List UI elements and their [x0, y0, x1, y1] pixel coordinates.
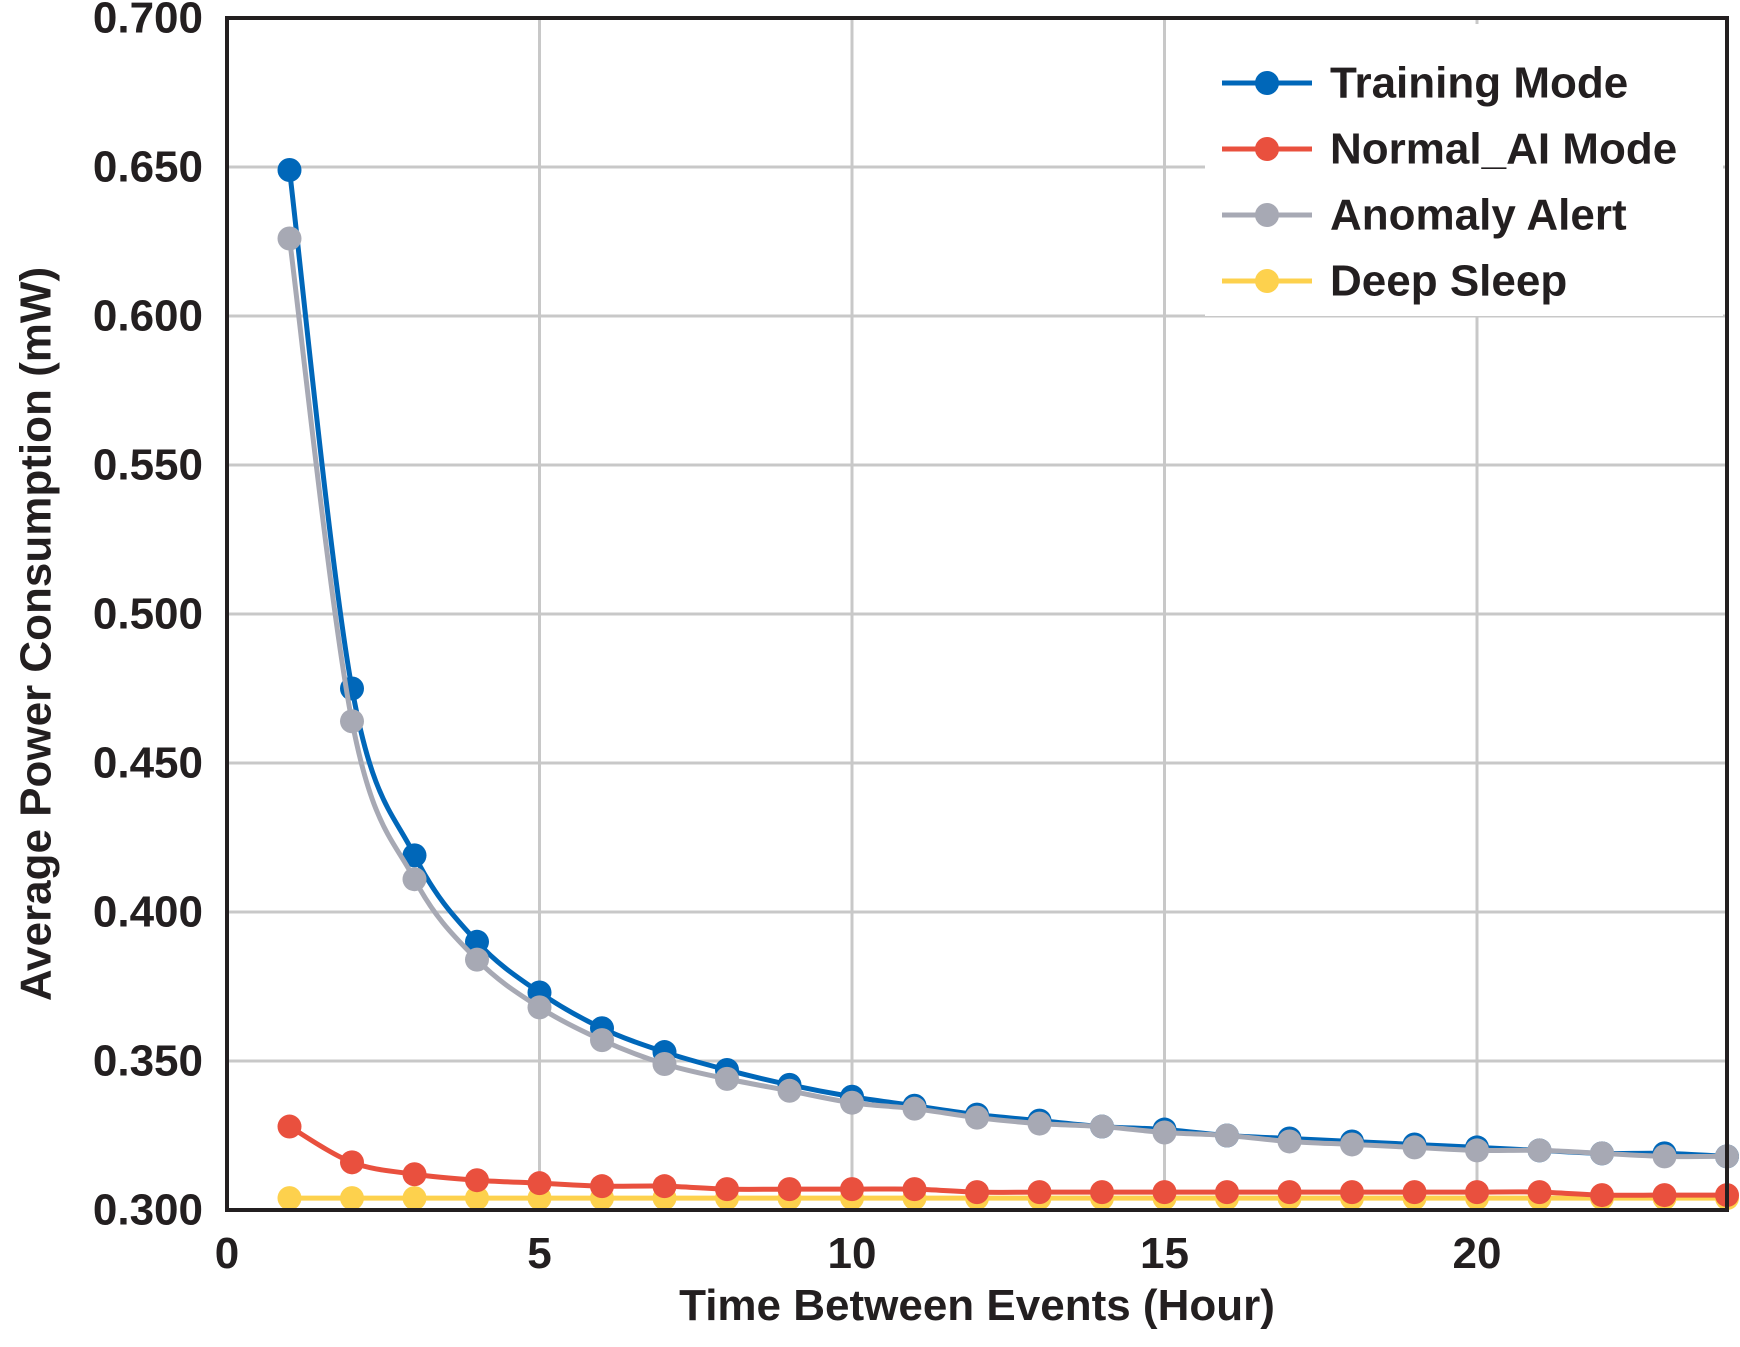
y-axis-title: Average Power Consumption (mW) [12, 267, 61, 1001]
data-point-normal-ai-mode [1090, 1180, 1114, 1205]
data-point-normal-ai-mode [465, 1168, 489, 1193]
data-point-anomaly-alert [1527, 1138, 1552, 1163]
data-point-normal-ai-mode [1590, 1183, 1614, 1208]
y-axis-tick-labels: 0.300 0.350 0.400 0.450 0.500 0.550 0.600 0.650… [93, 0, 203, 1235]
data-point-anomaly-alert [527, 995, 552, 1020]
y-tick-label: 0.650 [93, 143, 203, 192]
data-point-normal-ai-mode [715, 1177, 739, 1202]
series-lines [277, 157, 1739, 1211]
x-axis-tick-labels: 0 5 10 15 20 [215, 1229, 1502, 1278]
y-tick-label: 0.500 [93, 590, 203, 639]
legend-swatch-marker [1255, 137, 1279, 161]
data-point-deep-sleep [402, 1186, 427, 1211]
data-point-normal-ai-mode [1465, 1180, 1489, 1205]
legend-item-training-mode: Training Mode [1222, 59, 1628, 108]
y-tick-label: 0.400 [93, 888, 203, 937]
y-tick-label: 0.450 [93, 739, 203, 788]
legend-label: Anomaly Alert [1330, 191, 1627, 240]
y-tick-label: 0.300 [93, 1186, 203, 1235]
y-tick-label: 0.700 [93, 0, 203, 43]
data-point-anomaly-alert [840, 1090, 864, 1115]
data-point-anomaly-alert [715, 1066, 739, 1091]
data-point-deep-sleep [340, 1186, 364, 1211]
y-tick-label: 0.550 [93, 441, 203, 490]
data-point-anomaly-alert [590, 1028, 614, 1053]
series-line-normal-ai-mode [287, 1124, 1730, 1198]
data-point-normal-ai-mode [1340, 1180, 1364, 1205]
series-normal-ai-mode [277, 1114, 1739, 1208]
data-point-anomaly-alert [1090, 1114, 1114, 1139]
x-tick-label: 0 [215, 1229, 239, 1278]
legend-item-deep-sleep: Deep Sleep [1222, 257, 1567, 306]
series-anomaly-alert [277, 226, 1739, 1169]
data-point-anomaly-alert [1652, 1144, 1677, 1169]
data-point-normal-ai-mode [1027, 1180, 1052, 1205]
data-point-anomaly-alert [1027, 1111, 1052, 1136]
legend-background [1205, 24, 1723, 316]
data-point-normal-ai-mode [590, 1174, 614, 1199]
data-point-anomaly-alert [1402, 1135, 1427, 1160]
x-tick-label: 20 [1453, 1229, 1502, 1278]
data-point-anomaly-alert [402, 867, 427, 892]
series-line-training-mode [287, 167, 1730, 1159]
legend-label: Deep Sleep [1330, 257, 1567, 306]
data-point-normal-ai-mode [902, 1177, 927, 1202]
data-point-anomaly-alert [1152, 1120, 1177, 1145]
data-point-anomaly-alert [777, 1078, 802, 1103]
data-point-normal-ai-mode [840, 1177, 864, 1202]
legend: Training Mode Normal_AI Mode Anomaly Alert… [1205, 24, 1723, 316]
data-point-normal-ai-mode [340, 1150, 364, 1175]
data-point-normal-ai-mode [1215, 1180, 1239, 1205]
legend-swatch-marker [1255, 269, 1279, 293]
x-axis-title: Time Between Events (Hour) [679, 1281, 1275, 1330]
data-point-normal-ai-mode [777, 1177, 802, 1202]
plot-area-frame [225, 16, 1729, 1212]
data-point-anomaly-alert [902, 1096, 927, 1121]
data-point-training-mode [277, 157, 302, 182]
data-point-deep-sleep [277, 1186, 302, 1211]
x-tick-label: 15 [1140, 1229, 1189, 1278]
data-point-deep-sleep [465, 1186, 489, 1211]
data-point-normal-ai-mode [965, 1180, 989, 1205]
data-point-anomaly-alert [1590, 1141, 1614, 1166]
data-point-normal-ai-mode [1152, 1180, 1177, 1205]
data-point-normal-ai-mode [1652, 1183, 1677, 1208]
data-point-anomaly-alert [1215, 1123, 1239, 1148]
data-point-anomaly-alert [1465, 1138, 1489, 1163]
data-point-anomaly-alert [965, 1105, 989, 1130]
y-tick-label: 0.350 [93, 1037, 203, 1086]
series-line-anomaly-alert [287, 236, 1730, 1160]
legend-item-normal-ai-mode: Normal_AI Mode [1222, 125, 1677, 174]
data-point-anomaly-alert [1277, 1129, 1302, 1154]
data-point-anomaly-alert [340, 709, 364, 734]
data-point-normal-ai-mode [402, 1162, 427, 1187]
data-point-anomaly-alert [277, 226, 302, 251]
data-point-anomaly-alert [465, 947, 489, 972]
data-point-normal-ai-mode [1277, 1180, 1302, 1205]
x-tick-label: 5 [527, 1229, 551, 1278]
data-point-training-mode [465, 929, 489, 954]
data-point-normal-ai-mode [652, 1174, 677, 1199]
legend-swatch-marker [1255, 71, 1279, 95]
data-point-anomaly-alert [1340, 1132, 1364, 1157]
data-point-normal-ai-mode [1527, 1180, 1552, 1205]
data-point-normal-ai-mode [527, 1171, 552, 1196]
legend-swatch-marker [1255, 203, 1279, 227]
data-point-normal-ai-mode [277, 1114, 302, 1139]
legend-label: Normal_AI Mode [1330, 125, 1677, 174]
x-tick-label: 10 [828, 1229, 877, 1278]
legend-label: Training Mode [1330, 59, 1628, 108]
legend-item-anomaly-alert: Anomaly Alert [1222, 191, 1627, 240]
data-point-training-mode [402, 843, 427, 868]
data-point-anomaly-alert [652, 1051, 677, 1076]
y-tick-label: 0.600 [93, 292, 203, 341]
data-point-normal-ai-mode [1402, 1180, 1427, 1205]
